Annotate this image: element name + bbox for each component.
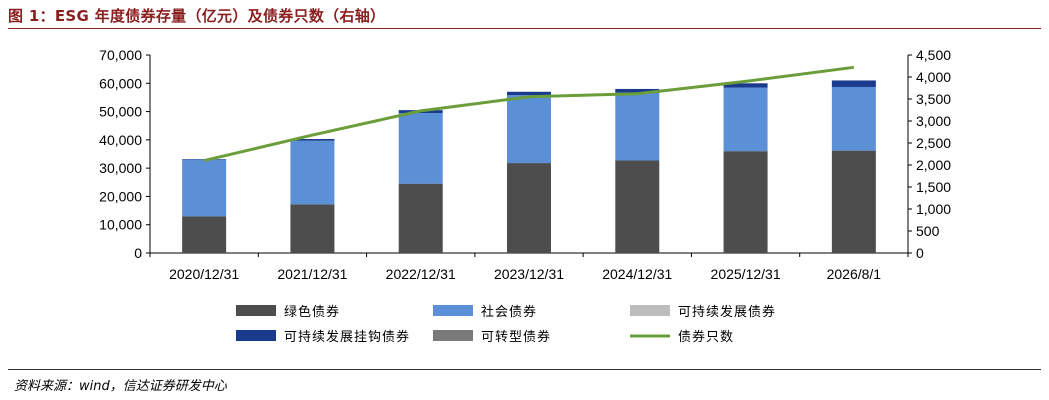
bar-segment [182, 159, 227, 217]
bar-segment [290, 204, 335, 253]
bar-segment [507, 163, 551, 253]
bar-segment [290, 139, 335, 141]
source-divider [8, 369, 1041, 370]
bar-segment [831, 80, 876, 87]
x-axis-labels: 2020/12/31 2021/12/31 2022/12/31 2023/12/31… [169, 266, 881, 282]
bars [182, 80, 876, 253]
x-tick-label: 2025/12/31 [711, 266, 781, 282]
legend-label: 可转型债券 [481, 329, 551, 345]
y-left-tick-label: 40,000 [99, 132, 142, 148]
legend-label: 社会债券 [481, 304, 537, 320]
legend-label: 可持续发展挂钩债券 [284, 329, 410, 345]
bar-segment [507, 95, 551, 164]
y-left-tick-label: 10,000 [99, 217, 142, 233]
y-left-tick-label: 20,000 [99, 188, 142, 204]
source-note: 资料来源：wind，信达证券研发中心 [14, 379, 227, 394]
bar-segment [398, 183, 443, 253]
bar-segment [831, 86, 876, 151]
legend-label: 绿色债券 [284, 304, 340, 320]
bar-segment [723, 83, 768, 88]
bond-count-line [203, 65, 855, 163]
y-right-tick-label: 0 [916, 245, 924, 261]
bar-segment [723, 151, 768, 253]
y-right-tick-label: 2,500 [916, 135, 951, 151]
legend-swatch [433, 305, 473, 316]
x-tick-label: 2022/12/31 [386, 266, 456, 282]
y-right-tick-label: 1,500 [916, 179, 951, 195]
legend-swatch [236, 305, 276, 316]
x-tick-label: 2026/8/1 [827, 266, 882, 282]
legend-label: 可持续发展债券 [678, 304, 776, 320]
y-left-tick-label: 30,000 [99, 160, 142, 176]
y-left-tick-label: 60,000 [99, 75, 142, 91]
legend-swatch [433, 330, 473, 341]
line-series [203, 65, 855, 163]
bar-segment [831, 150, 876, 253]
x-tick-label: 2024/12/31 [602, 266, 672, 282]
bar-segment [615, 92, 660, 161]
y-right-tick-label: 1,000 [916, 201, 951, 217]
y-right-tick-label: 3,500 [916, 91, 951, 107]
y-left-tick-label: 70,000 [99, 47, 142, 63]
legend-swatch [630, 305, 670, 316]
bar-segment [507, 91, 551, 96]
y-right-tick-label: 4,500 [916, 47, 951, 63]
y-left-tick-label: 0 [134, 245, 142, 261]
y-right-tick-label: 2,000 [916, 157, 951, 173]
bar-segment [615, 160, 660, 253]
y-right-tick-label: 4,000 [916, 69, 951, 85]
x-tick-label: 2021/12/31 [277, 266, 347, 282]
bar-segment [182, 216, 227, 253]
x-tick-label: 2023/12/31 [494, 266, 564, 282]
y-left-tick-label: 50,000 [99, 104, 142, 120]
title-bar: 图 1：ESG 年度债券存量（亿元）及债券只数（右轴） [8, 2, 1041, 29]
y-right-tick-label: 500 [916, 223, 940, 239]
bar-segment [723, 87, 768, 152]
axes: 0 10,000 20,000 30,000 40,000 50,000 60,000 70,… [99, 47, 951, 261]
legend-label: 债券只数 [678, 329, 734, 345]
y-right-tick-label: 3,000 [916, 113, 951, 129]
x-tick-label: 2020/12/31 [169, 266, 239, 282]
bar-segment [398, 112, 443, 184]
bar-segment [290, 140, 335, 205]
legend-swatch [236, 330, 276, 341]
bar-segment [615, 88, 660, 93]
chart-title: 图 1：ESG 年度债券存量（亿元）及债券只数（右轴） [8, 7, 386, 25]
